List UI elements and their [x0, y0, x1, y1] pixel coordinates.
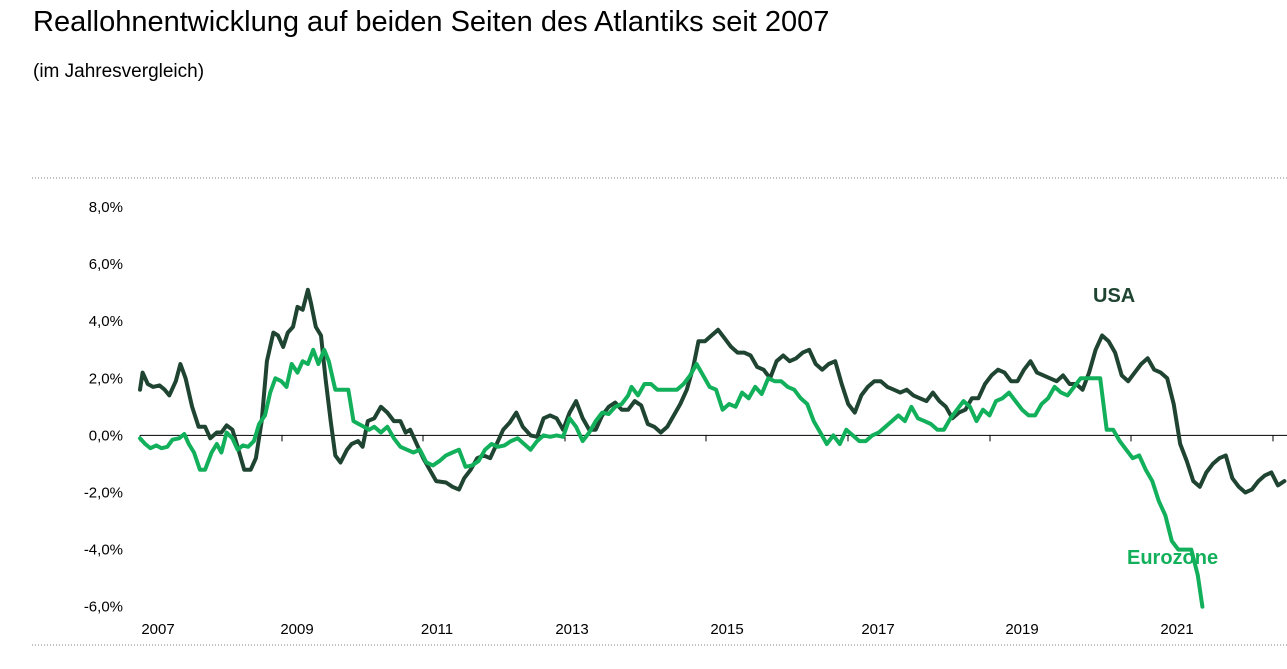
- chart-subtitle: (im Jahresvergleich): [33, 61, 205, 82]
- x-tick-label: 2015: [710, 621, 743, 638]
- y-tick-label: 4,0%: [89, 313, 123, 330]
- y-tick-label: -6,0%: [84, 599, 123, 616]
- y-tick-label: -4,0%: [84, 542, 123, 559]
- x-tick-label: 2007: [141, 621, 174, 638]
- x-tick-label: 2013: [555, 621, 588, 638]
- x-axis-ticks: 2007 2009 2011 2013 2015 2017 2019 2021: [141, 621, 1193, 638]
- chart-title: Reallohnentwicklung auf beiden Seiten de…: [33, 6, 830, 38]
- y-tick-label: 6,0%: [89, 256, 123, 273]
- y-tick-label: 2,0%: [89, 370, 123, 387]
- y-tick-label: -2,0%: [84, 485, 123, 502]
- x-tick-label: 2009: [280, 621, 313, 638]
- x-tick-label: 2011: [421, 621, 453, 638]
- y-axis-ticks: 8,0% 6,0% 4,0% 2,0% 0,0% -2,0% -4,0% -6,0%: [84, 199, 123, 616]
- x-axis-tick-marks: [139, 435, 1274, 442]
- series-label-usa: USA: [1093, 285, 1135, 307]
- x-tick-label: 2019: [1005, 621, 1038, 638]
- series-lines: [138, 287, 1287, 609]
- x-tick-label: 2017: [861, 621, 894, 638]
- y-tick-label: 8,0%: [89, 199, 123, 216]
- x-tick-label: 2021: [1160, 621, 1193, 638]
- y-tick-label: 0,0%: [89, 427, 123, 444]
- series-label-eurozone: Eurozone: [1127, 547, 1218, 569]
- series-line-eurozone: [138, 347, 1205, 609]
- series-line-usa: [138, 287, 1287, 495]
